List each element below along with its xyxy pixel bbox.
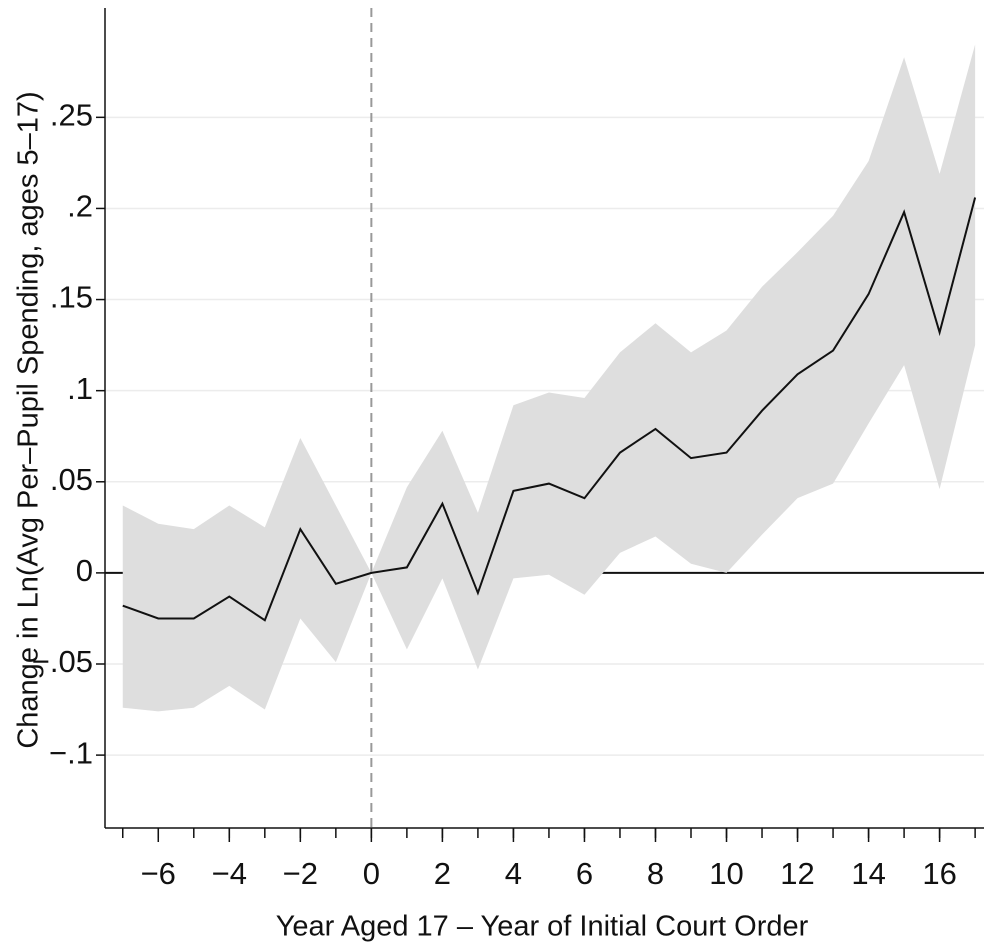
y-tick-label: .05 <box>50 462 93 497</box>
y-tick-label: −.05 <box>32 644 93 679</box>
x-tick-label: 4 <box>505 856 522 891</box>
x-tick-label: 8 <box>647 856 664 891</box>
y-tick-label: .1 <box>67 371 93 406</box>
x-tick-label: −4 <box>212 856 247 891</box>
y-tick-label: −.1 <box>49 735 93 770</box>
x-tick-label: −6 <box>141 856 176 891</box>
x-tick-label: 6 <box>576 856 593 891</box>
x-tick-label: 16 <box>922 856 956 891</box>
confidence-band <box>122 44 976 712</box>
y-tick-label: .2 <box>67 189 93 224</box>
x-tick-label: 2 <box>434 856 451 891</box>
line <box>122 197 977 622</box>
y-axis-title: Change in Ln(Avg Per–Pupil Spending, age… <box>13 91 45 748</box>
x-axis-title: Year Aged 17 – Year of Initial Court Ord… <box>276 911 809 943</box>
x-tick-label: 10 <box>709 856 743 891</box>
x-tick-label: 12 <box>780 856 814 891</box>
y-tick-label: 0 <box>76 553 93 588</box>
y-tick-label: .25 <box>50 98 93 133</box>
x-tick-label: −2 <box>283 856 318 891</box>
x-tick-label: 14 <box>851 856 885 891</box>
x-tick-label: 0 <box>363 856 380 891</box>
y-tick-label: .15 <box>50 280 93 315</box>
